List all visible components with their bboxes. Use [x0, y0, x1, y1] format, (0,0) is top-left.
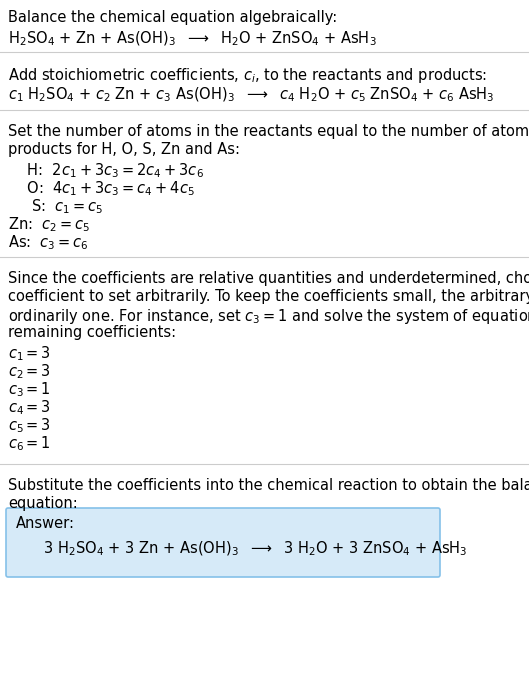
Text: $\mathregular{3\ H_2SO_4}$ + 3 Zn + As(OH)$\mathregular{_3}$  $\longrightarrow$ : $\mathregular{3\ H_2SO_4}$ + 3 Zn + As(O…: [43, 540, 468, 559]
Text: Add stoichiometric coefficients, $c_i$, to the reactants and products:: Add stoichiometric coefficients, $c_i$, …: [8, 66, 487, 85]
Text: H:  $2 c_1 + 3 c_3 = 2 c_4 + 3 c_6$: H: $2 c_1 + 3 c_3 = 2 c_4 + 3 c_6$: [22, 161, 204, 180]
Text: Substitute the coefficients into the chemical reaction to obtain the balanced: Substitute the coefficients into the che…: [8, 478, 529, 493]
Text: $\mathregular{H_2SO_4}$ + Zn + As(OH)$\mathregular{_3}$  $\longrightarrow$  $\ma: $\mathregular{H_2SO_4}$ + Zn + As(OH)$\m…: [8, 30, 377, 48]
Text: Zn:  $c_2 = c_5$: Zn: $c_2 = c_5$: [8, 215, 90, 234]
Text: $c_6 = 1$: $c_6 = 1$: [8, 434, 51, 453]
Text: As:  $c_3 = c_6$: As: $c_3 = c_6$: [8, 233, 89, 251]
Text: equation:: equation:: [8, 496, 78, 511]
Text: ordinarily one. For instance, set $c_3 = 1$ and solve the system of equations fo: ordinarily one. For instance, set $c_3 =…: [8, 307, 529, 326]
Text: Balance the chemical equation algebraically:: Balance the chemical equation algebraica…: [8, 10, 338, 25]
Text: $c_3 = 1$: $c_3 = 1$: [8, 380, 51, 398]
Text: Answer:: Answer:: [16, 516, 75, 531]
Text: S:  $c_1 = c_5$: S: $c_1 = c_5$: [22, 197, 104, 216]
Text: $c_5 = 3$: $c_5 = 3$: [8, 416, 51, 435]
Text: O:  $4 c_1 + 3 c_3 = c_4 + 4 c_5$: O: $4 c_1 + 3 c_3 = c_4 + 4 c_5$: [22, 179, 195, 198]
Text: $c_2 = 3$: $c_2 = 3$: [8, 362, 51, 381]
Text: $c_1$ $\mathregular{H_2SO_4}$ + $c_2$ Zn + $c_3$ As(OH)$\mathregular{_3}$  $\lon: $c_1$ $\mathregular{H_2SO_4}$ + $c_2$ Zn…: [8, 86, 495, 104]
FancyBboxPatch shape: [6, 508, 440, 577]
Text: Since the coefficients are relative quantities and underdetermined, choose a: Since the coefficients are relative quan…: [8, 271, 529, 286]
Text: remaining coefficients:: remaining coefficients:: [8, 325, 176, 340]
Text: $c_1 = 3$: $c_1 = 3$: [8, 344, 51, 363]
Text: products for H, O, S, Zn and As:: products for H, O, S, Zn and As:: [8, 142, 240, 157]
Text: Set the number of atoms in the reactants equal to the number of atoms in the: Set the number of atoms in the reactants…: [8, 124, 529, 139]
Text: $c_4 = 3$: $c_4 = 3$: [8, 398, 51, 417]
Text: coefficient to set arbitrarily. To keep the coefficients small, the arbitrary va: coefficient to set arbitrarily. To keep …: [8, 289, 529, 304]
